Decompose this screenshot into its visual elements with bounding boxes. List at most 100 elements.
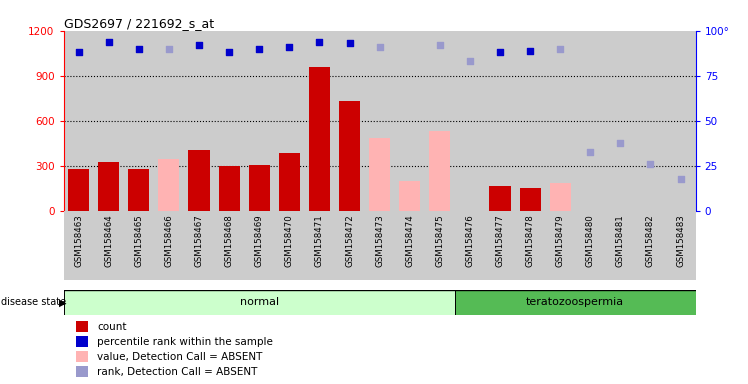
Bar bbox=[545, 211, 575, 280]
Bar bbox=[304, 31, 334, 211]
Text: teratozoospermia: teratozoospermia bbox=[526, 297, 625, 308]
Bar bbox=[248, 166, 270, 211]
Bar bbox=[605, 31, 636, 211]
Text: GSM158472: GSM158472 bbox=[345, 215, 354, 267]
Text: disease state: disease state bbox=[1, 297, 66, 308]
Bar bbox=[575, 211, 605, 280]
Bar bbox=[550, 183, 571, 211]
Text: rank, Detection Call = ABSENT: rank, Detection Call = ABSENT bbox=[97, 367, 257, 377]
Text: percentile rank within the sample: percentile rank within the sample bbox=[97, 336, 273, 347]
Bar bbox=[76, 336, 88, 348]
Point bbox=[283, 44, 295, 50]
Text: GSM158476: GSM158476 bbox=[465, 215, 474, 267]
Text: GSM158471: GSM158471 bbox=[315, 215, 324, 267]
Point bbox=[133, 46, 145, 52]
Bar bbox=[369, 137, 390, 211]
Point bbox=[554, 46, 566, 52]
Bar bbox=[214, 31, 244, 211]
Bar bbox=[489, 186, 511, 211]
Text: GSM158465: GSM158465 bbox=[135, 215, 144, 267]
Text: GSM158475: GSM158475 bbox=[435, 215, 444, 267]
Text: GSM158469: GSM158469 bbox=[255, 215, 264, 267]
Bar bbox=[520, 188, 541, 211]
Bar bbox=[123, 31, 154, 211]
Text: GSM158483: GSM158483 bbox=[676, 215, 685, 267]
Bar bbox=[605, 211, 636, 280]
Point bbox=[614, 139, 626, 146]
Text: GSM158481: GSM158481 bbox=[616, 215, 625, 267]
Text: GSM158473: GSM158473 bbox=[375, 215, 384, 267]
Bar bbox=[123, 211, 154, 280]
Bar bbox=[76, 321, 88, 333]
Text: GSM158468: GSM158468 bbox=[224, 215, 233, 267]
Bar bbox=[275, 211, 304, 280]
Bar bbox=[515, 211, 545, 280]
Bar bbox=[275, 31, 304, 211]
Bar bbox=[94, 31, 123, 211]
Bar bbox=[575, 31, 605, 211]
Point bbox=[584, 149, 596, 155]
Bar bbox=[636, 31, 666, 211]
Bar bbox=[485, 31, 515, 211]
Point bbox=[102, 38, 114, 45]
Text: count: count bbox=[97, 321, 126, 331]
Bar bbox=[429, 131, 450, 211]
Text: GSM158479: GSM158479 bbox=[556, 215, 565, 267]
Bar bbox=[334, 31, 364, 211]
Text: GDS2697 / 221692_s_at: GDS2697 / 221692_s_at bbox=[64, 17, 214, 30]
Bar bbox=[666, 31, 696, 211]
Bar bbox=[636, 211, 666, 280]
Bar bbox=[159, 159, 180, 211]
Bar bbox=[425, 31, 455, 211]
Bar bbox=[455, 290, 696, 315]
Bar bbox=[184, 211, 214, 280]
Point bbox=[524, 48, 536, 54]
Text: GSM158467: GSM158467 bbox=[194, 215, 203, 267]
Text: GSM158482: GSM158482 bbox=[646, 215, 655, 267]
Point bbox=[464, 58, 476, 65]
Bar bbox=[395, 211, 425, 280]
Bar bbox=[425, 211, 455, 280]
Bar bbox=[485, 211, 515, 280]
Bar bbox=[455, 211, 485, 280]
Bar bbox=[244, 31, 275, 211]
Point bbox=[343, 40, 355, 46]
Bar bbox=[334, 211, 364, 280]
Bar bbox=[64, 290, 455, 315]
Bar bbox=[129, 169, 150, 211]
Text: GSM158474: GSM158474 bbox=[405, 215, 414, 267]
Point bbox=[494, 49, 506, 55]
Point bbox=[254, 46, 266, 52]
Point bbox=[434, 42, 446, 48]
Bar bbox=[395, 31, 425, 211]
Bar bbox=[64, 211, 94, 280]
Text: normal: normal bbox=[239, 297, 279, 308]
Bar bbox=[309, 67, 330, 211]
Text: GSM158478: GSM158478 bbox=[526, 215, 535, 267]
Text: GSM158463: GSM158463 bbox=[74, 215, 83, 267]
Bar bbox=[188, 149, 209, 211]
Text: GSM158464: GSM158464 bbox=[104, 215, 113, 267]
Bar bbox=[154, 211, 184, 280]
Point bbox=[73, 49, 85, 55]
Point bbox=[675, 175, 687, 182]
Bar bbox=[244, 211, 275, 280]
Point bbox=[193, 42, 205, 48]
Bar bbox=[218, 166, 239, 211]
Text: GSM158466: GSM158466 bbox=[165, 215, 174, 267]
Point bbox=[645, 161, 657, 167]
Bar bbox=[666, 211, 696, 280]
Bar bbox=[98, 162, 119, 211]
Text: GSM158477: GSM158477 bbox=[495, 215, 504, 267]
Bar bbox=[94, 211, 123, 280]
Bar bbox=[76, 351, 88, 362]
Bar bbox=[364, 31, 395, 211]
Bar bbox=[304, 211, 334, 280]
Point bbox=[313, 38, 325, 45]
Point bbox=[163, 46, 175, 52]
Bar bbox=[214, 211, 244, 280]
Bar bbox=[364, 211, 395, 280]
Bar bbox=[399, 181, 420, 211]
Bar bbox=[64, 31, 94, 211]
Point bbox=[223, 49, 235, 55]
